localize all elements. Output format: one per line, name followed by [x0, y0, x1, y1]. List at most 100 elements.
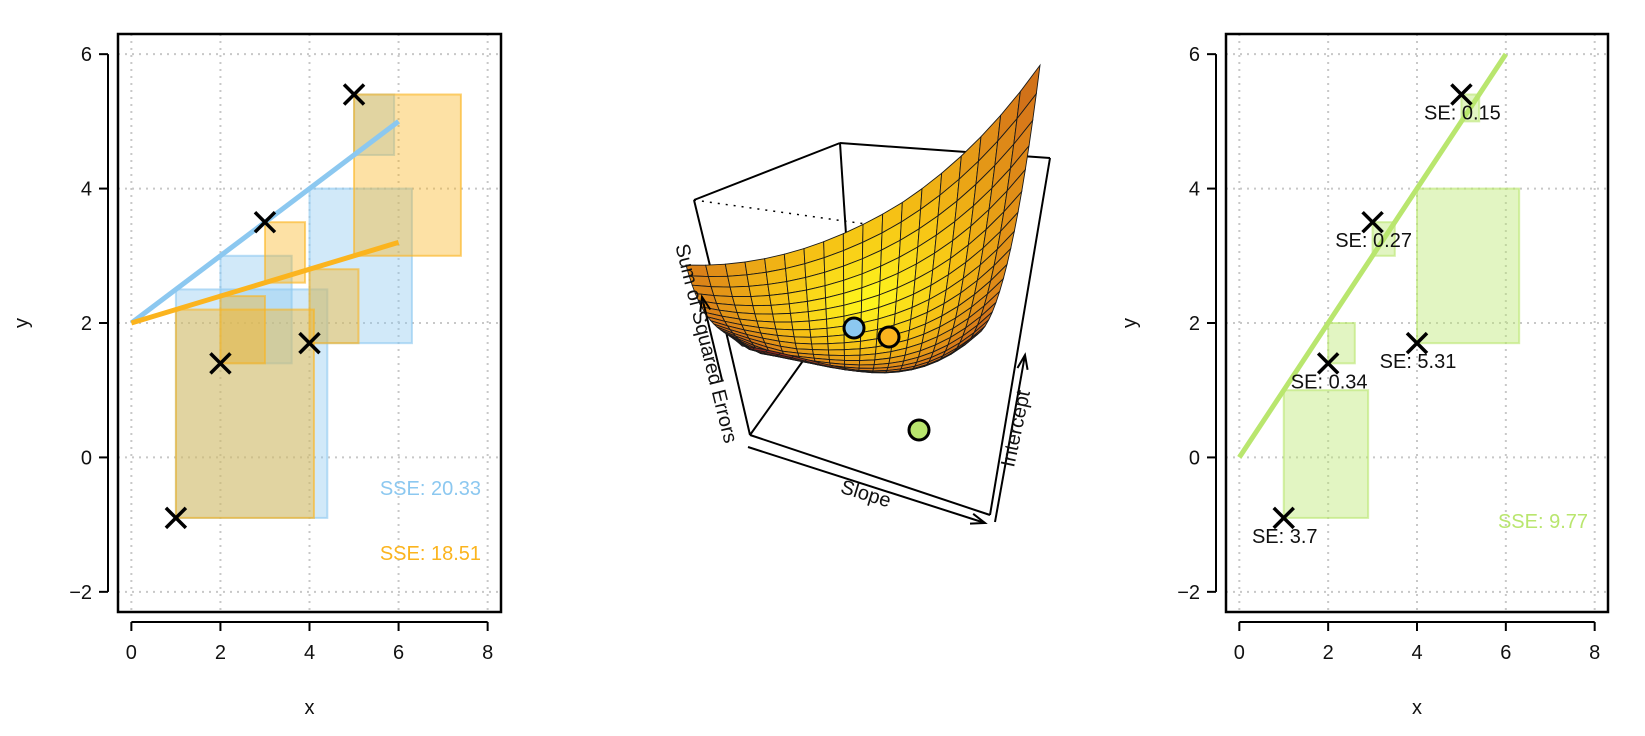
squared-error-orange — [308, 268, 360, 345]
surface-facet — [791, 320, 811, 331]
left-scatter-plot: 0 2 4 6 8 −2 0 2 4 6 x y SSE: 20.33 SSE: 18.51 — [11, 32, 503, 719]
data-point-cross — [209, 352, 232, 375]
sse-label-orange: SSE: 18.51 — [380, 543, 481, 565]
y-tick-label: 4 — [81, 179, 92, 201]
data-point — [1272, 506, 1295, 530]
surface-facet — [727, 274, 750, 288]
data-point-cross — [1405, 331, 1429, 355]
surface-facet — [810, 335, 829, 345]
se-label: SE: 3.7 — [1252, 526, 1318, 548]
data-point-cross — [164, 506, 188, 530]
surface-facet — [843, 348, 861, 357]
data-point — [209, 352, 232, 375]
y-tick-label: −2 — [1177, 582, 1200, 604]
x-tick-label: 4 — [1411, 642, 1422, 664]
surface-facet — [808, 318, 828, 331]
surface-facet — [882, 371, 899, 374]
squared-error-blue — [174, 288, 329, 519]
box-edge — [749, 434, 991, 516]
surface-facet — [768, 292, 790, 306]
surface-facet — [960, 333, 978, 347]
surface-facet — [724, 261, 748, 277]
y-axis-title: y — [11, 318, 33, 328]
fit-line-orange — [130, 239, 400, 326]
data-point-cross — [1361, 210, 1384, 234]
surface-facet — [773, 321, 794, 331]
surface-facet — [750, 294, 772, 307]
plot-frame — [1224, 32, 1610, 614]
surface-facets — [685, 63, 1041, 374]
x-axis-title: x — [1412, 697, 1422, 719]
squared-error-green — [1416, 187, 1521, 345]
surface-marker-green — [907, 418, 931, 442]
se-label: SE: 0.15 — [1424, 102, 1501, 124]
x-tick-label: 4 — [304, 642, 315, 664]
se-label: SE: 0.27 — [1335, 230, 1412, 252]
surface-facet — [770, 303, 791, 315]
surface-facet — [843, 354, 861, 362]
sse-label-green: SSE: 9.77 — [1498, 511, 1588, 533]
box-edge — [727, 339, 751, 436]
surface-facet — [809, 327, 828, 338]
data-point — [342, 83, 366, 106]
sse-axis-arrow-head — [699, 294, 712, 313]
y-axis-title: y — [1119, 318, 1141, 328]
surface-facet — [729, 285, 752, 298]
data-point — [1450, 83, 1473, 106]
data-point-cross — [1450, 83, 1473, 106]
y-tick-label: 6 — [81, 44, 92, 66]
surface-facet — [843, 340, 861, 351]
slope-axis-label: Slope — [838, 476, 893, 512]
slope-axis-arrow — [747, 446, 986, 524]
surface-facet — [772, 312, 793, 323]
plot-frame — [116, 32, 503, 614]
box-edge — [989, 157, 1051, 516]
right-scatter-plot: SE: 3.7 SE: 0.34 SE: 0.27 SE: 5.31 SE: 0.15 0… — [1119, 32, 1610, 719]
squared-error-orange — [174, 308, 315, 519]
surface-facet — [752, 304, 774, 315]
x-tick-label: 6 — [1500, 642, 1511, 664]
squared-error-orange — [353, 93, 462, 257]
surface-facet — [826, 334, 845, 345]
y-tick-label: 4 — [1189, 179, 1200, 201]
surface-facet — [811, 343, 829, 351]
data-point-cross — [298, 331, 321, 355]
surface-facet — [710, 286, 733, 298]
data-point — [298, 331, 321, 355]
se-label: SE: 0.34 — [1291, 371, 1368, 393]
sse-label-blue: SSE: 20.33 — [380, 478, 481, 500]
y-axis: −2 0 2 4 6 — [69, 44, 109, 604]
surface-facet — [789, 311, 810, 323]
x-tick-label: 2 — [1323, 642, 1334, 664]
surface-marker-orange — [877, 325, 901, 349]
slope-axis-arrow-head — [969, 513, 988, 525]
x-tick-label: 8 — [482, 642, 493, 664]
data-point — [1361, 210, 1384, 234]
surface-facet — [746, 271, 769, 287]
squared-error-green — [1282, 389, 1370, 519]
x-tick-label: 6 — [393, 642, 404, 664]
y-tick-label: −2 — [69, 582, 92, 604]
x-axis: 0 2 4 6 8 — [1234, 621, 1600, 664]
data-point-cross — [253, 210, 277, 234]
surface-facet — [792, 329, 812, 338]
intercept-axis-label: Intercept — [997, 388, 1035, 469]
surface-marker-blue — [842, 316, 866, 340]
y-tick-label: 0 — [1189, 447, 1200, 469]
data-point — [164, 506, 188, 530]
x-axis-title: x — [305, 697, 315, 719]
data-point-cross — [342, 83, 366, 106]
surface-facet — [705, 263, 729, 278]
data-point — [1316, 352, 1340, 375]
x-tick-label: 8 — [1589, 642, 1600, 664]
intercept-axis-arrow — [994, 354, 1026, 523]
axis-arrows — [699, 294, 1029, 525]
surface-facet — [827, 349, 845, 357]
intercept-axis-arrow-head — [1016, 352, 1029, 370]
squared-error-boxes — [174, 93, 462, 519]
sse-axis-arrow — [701, 296, 723, 381]
surface-facet — [748, 283, 770, 298]
data-point-cross — [1316, 352, 1340, 375]
